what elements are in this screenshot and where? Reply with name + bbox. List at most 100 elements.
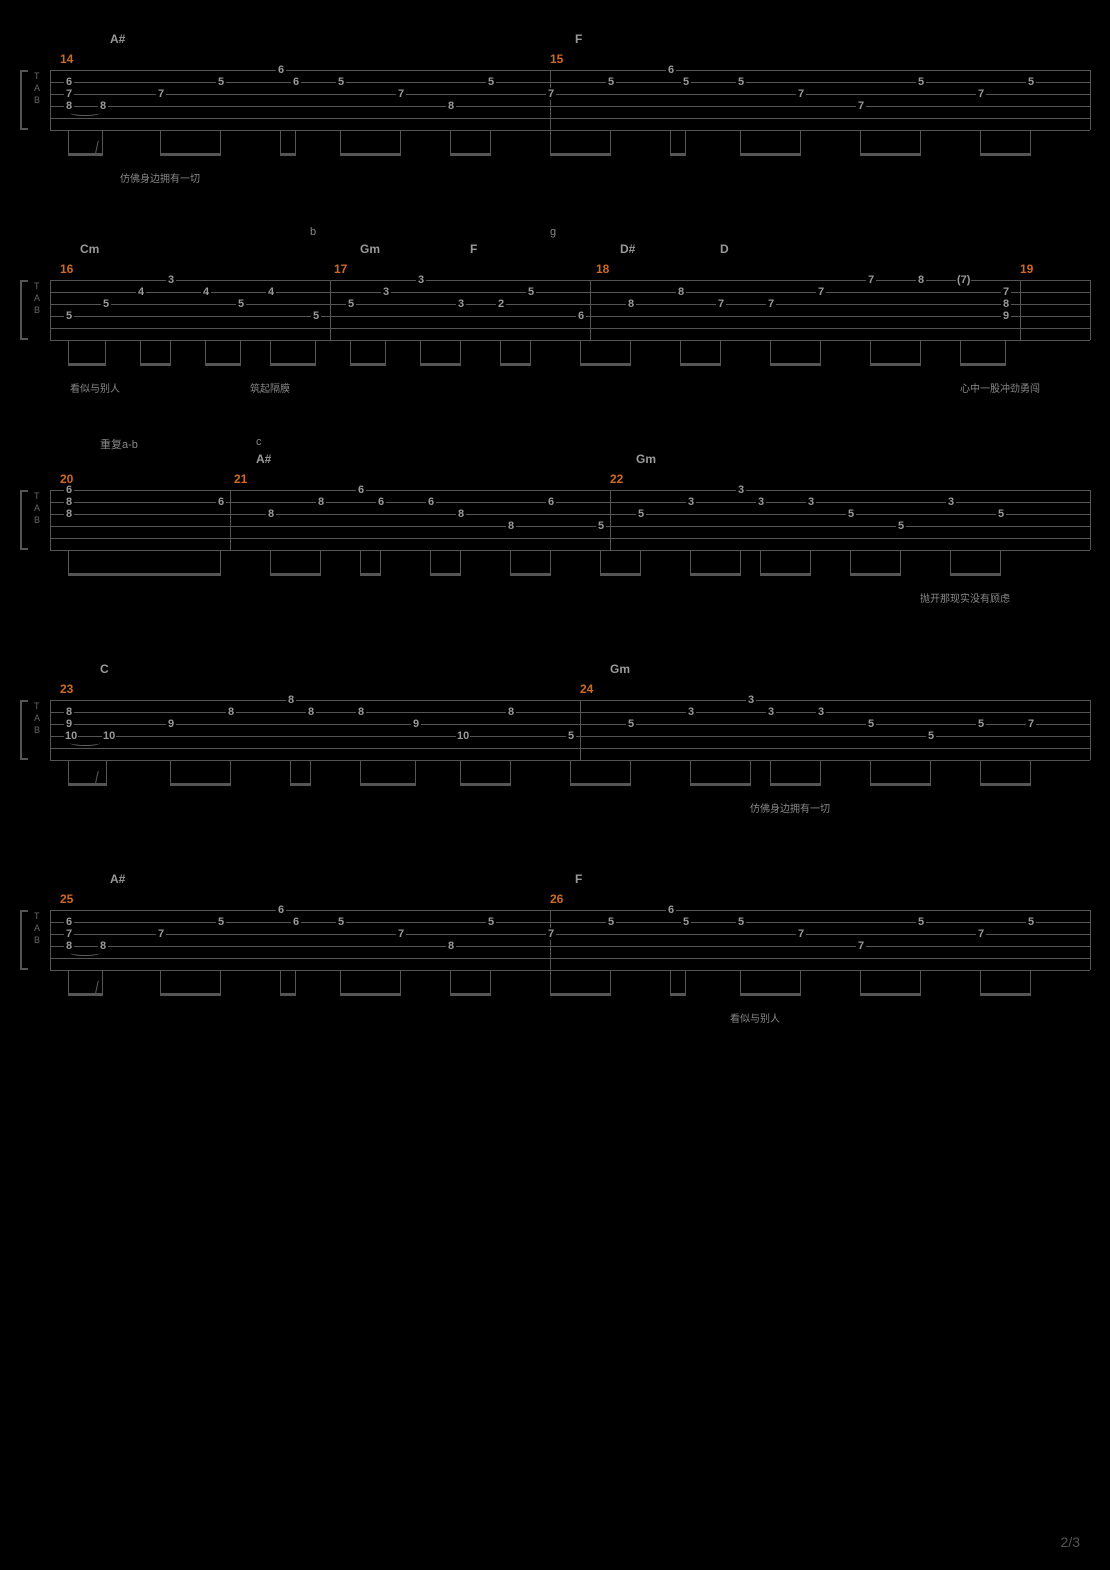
note-stem (570, 760, 571, 785)
note-stem (670, 130, 671, 155)
beam (670, 993, 686, 996)
fret-number: 8 (64, 706, 74, 718)
beam (600, 573, 641, 576)
fret-number: 3 (736, 484, 746, 496)
beam (290, 783, 311, 786)
fret-number: 3 (686, 496, 696, 508)
note-stem (980, 130, 981, 155)
page-number: 2/3 (1061, 1534, 1080, 1550)
fret-number: 6 (291, 76, 301, 88)
barline (50, 910, 51, 970)
fret-number: 3 (816, 706, 826, 718)
fret-number: 3 (416, 274, 426, 286)
note-stem (550, 970, 551, 995)
section-mark: c (256, 436, 262, 448)
note-stem (920, 970, 921, 995)
note-stem (690, 760, 691, 785)
fret-number: 3 (686, 706, 696, 718)
fret-number: 10 (456, 730, 470, 742)
note-stem (490, 130, 491, 155)
tie (70, 740, 100, 746)
fret-number: 3 (946, 496, 956, 508)
fret-number: 5 (896, 520, 906, 532)
note-stem (460, 340, 461, 365)
note-stem (750, 760, 751, 785)
note-stem (530, 340, 531, 365)
note-stem (550, 130, 551, 155)
fret-number: 7 (976, 928, 986, 940)
fret-number: 5 (486, 916, 496, 928)
staff-bracket (20, 700, 28, 760)
chord-symbol: Gm (360, 242, 380, 256)
beam (740, 153, 801, 156)
fret-number: 3 (766, 706, 776, 718)
note-stem (320, 550, 321, 575)
fret-number: 8 (676, 286, 686, 298)
fret-number: 7 (796, 928, 806, 940)
note-stem (220, 970, 221, 995)
note-stem (1005, 340, 1006, 365)
note-stem (760, 550, 761, 575)
beam (980, 783, 1031, 786)
note-stem (295, 130, 296, 155)
fret-number: 8 (266, 508, 276, 520)
note-stem (170, 760, 171, 785)
tie (70, 950, 100, 956)
tab-system-0: TAB1415A#F6788756657857565577575∕仿佛身边拥有一… (20, 40, 1090, 190)
tab-system-2: TAB202122A#Gm重复a-bc688688666886553333553… (20, 460, 1090, 610)
beam (205, 363, 241, 366)
note-stem (930, 760, 931, 785)
beam (850, 573, 901, 576)
beam (170, 783, 231, 786)
fret-number: 5 (866, 718, 876, 730)
measure-number: 14 (60, 52, 73, 66)
fret-number: 6 (666, 904, 676, 916)
measure-number: 21 (234, 472, 247, 486)
tab-system-4: TAB2526A#F6788756657857565577575∕看似与别人 (20, 880, 1090, 1030)
fret-number: 6 (276, 904, 286, 916)
fret-number: 10 (102, 730, 116, 742)
note-stem (860, 970, 861, 995)
fret-number: 8 (626, 298, 636, 310)
note-stem (770, 340, 771, 365)
beam (770, 363, 821, 366)
tab-clef: TAB (34, 70, 40, 106)
measure-number: 26 (550, 892, 563, 906)
barline (50, 490, 51, 550)
barline (330, 280, 331, 340)
note-stem (270, 340, 271, 365)
note-stem (800, 130, 801, 155)
fret-number: 7 (976, 88, 986, 100)
fret-number: 8 (286, 694, 296, 706)
beam (68, 573, 221, 576)
note-stem (510, 760, 511, 785)
note-stem (800, 970, 801, 995)
note-stem (850, 550, 851, 575)
fret-number: 6 (64, 484, 74, 496)
barline (1090, 490, 1091, 550)
beam (690, 573, 741, 576)
note-stem (630, 760, 631, 785)
fret-number: 7 (396, 928, 406, 940)
note-stem (68, 970, 69, 995)
beam (550, 153, 611, 156)
note-stem (980, 760, 981, 785)
beam (270, 363, 316, 366)
fret-number: 6 (546, 496, 556, 508)
staff-bracket (20, 490, 28, 550)
section-mark: b (310, 226, 316, 238)
chord-symbol: D# (620, 242, 635, 256)
lyric-text: 仿佛身边拥有一切 (120, 170, 200, 185)
measure-number: 25 (60, 892, 73, 906)
note-stem (450, 970, 451, 995)
note-stem (740, 550, 741, 575)
fret-number: 5 (311, 310, 321, 322)
note-stem (740, 970, 741, 995)
fret-number: 7 (856, 940, 866, 952)
lyric-text: 看似与别人 (730, 1010, 780, 1025)
fret-number: 8 (456, 508, 466, 520)
beam (870, 783, 931, 786)
fret-number: 8 (316, 496, 326, 508)
chord-symbol: D (720, 242, 729, 256)
note-stem (685, 130, 686, 155)
